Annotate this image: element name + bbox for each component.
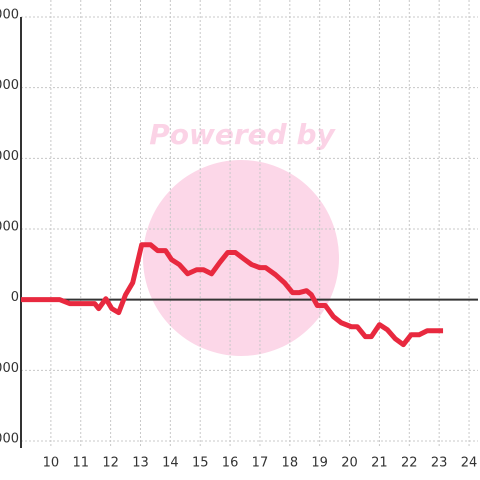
- x-tick-label: 13: [132, 456, 149, 471]
- x-tick-label: 22: [401, 456, 418, 471]
- x-tick-label: 17: [252, 456, 269, 471]
- x-tick-label: 24: [461, 456, 478, 471]
- x-tick-label: 15: [192, 456, 209, 471]
- y-tick-label: 6,000: [0, 149, 19, 164]
- x-tick-label: 10: [43, 456, 60, 471]
- y-tick-label: 12,000: [0, 8, 19, 23]
- x-tick-label: 11: [72, 456, 89, 471]
- y-tick-label: -6,000: [0, 432, 19, 447]
- x-tick-label: 12: [102, 456, 119, 471]
- x-tick-label: 16: [222, 456, 239, 471]
- x-tick-label: 20: [341, 456, 358, 471]
- x-tick-label: 21: [371, 456, 388, 471]
- x-tick-label: 19: [311, 456, 328, 471]
- y-tick-label: -3,000: [0, 361, 19, 376]
- data-line: [21, 242, 444, 348]
- x-tick-label: 18: [282, 456, 299, 471]
- x-tick-label: 23: [431, 456, 448, 471]
- y-tick-label: 3,000: [0, 220, 19, 235]
- y-tick-label: 0: [11, 290, 19, 305]
- x-tick-label: 14: [162, 456, 179, 471]
- watermark-text: Powered by: [149, 118, 336, 151]
- y-tick-label: 9,000: [0, 78, 19, 93]
